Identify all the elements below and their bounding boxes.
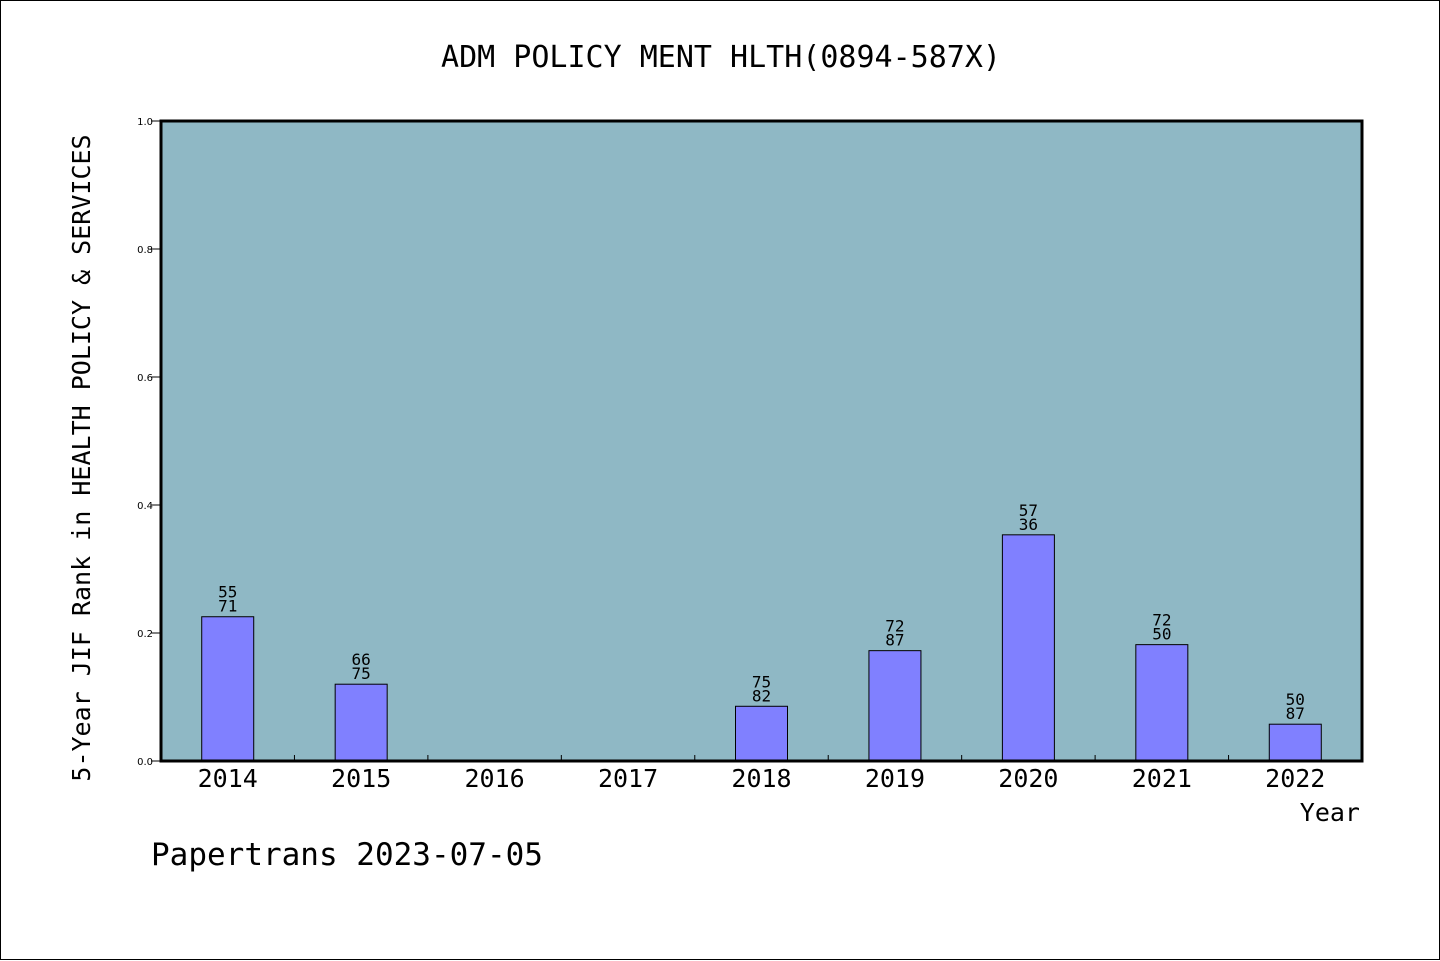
bar-2020 — [1001, 534, 1055, 762]
y-tick-label: 1.0 — [137, 117, 153, 128]
y-tick-label: 0.4 — [137, 501, 153, 512]
x-tick-label: 2020 — [998, 764, 1058, 793]
bar-2018 — [735, 705, 788, 762]
x-tick-label: 2018 — [731, 764, 791, 793]
bar-label-bottom: 36 — [1019, 515, 1038, 534]
y-axis: 0.0 0.2 0.4 0.6 0.8 1.0 — [137, 117, 161, 768]
bar-label-top: 50 — [1286, 690, 1305, 709]
bar-label-top: 72 — [1152, 611, 1171, 630]
bar-label-bottom: 87 — [885, 631, 904, 650]
bar-label-bottom: 75 — [352, 664, 371, 683]
bar-2019 — [868, 650, 922, 762]
x-tick-label: 2016 — [465, 764, 525, 793]
bar-2022 — [1268, 723, 1322, 762]
x-tick-label: 2019 — [865, 764, 925, 793]
y-tick-label: 0.8 — [137, 245, 153, 256]
plot-frame — [159, 119, 1364, 763]
bar-2015 — [334, 683, 388, 762]
y-tick-label: 0.2 — [137, 629, 153, 640]
y-axis-label: 5-Year JIF Rank in HEALTH POLICY & SERVI… — [67, 134, 96, 781]
y-tick-label: 0.6 — [137, 373, 153, 384]
x-axis-label: Year — [1300, 798, 1360, 827]
bar-label-top: 72 — [885, 617, 904, 636]
bar-label-bottom: 50 — [1152, 625, 1171, 644]
x-tick-label: 2015 — [331, 764, 391, 793]
y-tick-label: 0.0 — [137, 757, 153, 768]
bar-series — [201, 534, 1322, 762]
bar-label-top: 55 — [218, 583, 237, 602]
x-tick-label: 2017 — [598, 764, 658, 793]
bar-label-top: 66 — [352, 650, 371, 669]
footer-text: Papertrans 2023-07-05 — [151, 837, 543, 873]
bar-2014 — [201, 616, 255, 762]
x-tick-label: 2022 — [1265, 764, 1325, 793]
x-axis: 2014 2015 2016 2017 2018 2019 2020 2021 2022 — [198, 755, 1325, 793]
x-tick-label: 2014 — [198, 764, 258, 793]
bar-label-bottom: 87 — [1286, 704, 1305, 723]
chart-title: ADM POLICY MENT HLTH(0894-587X) — [441, 40, 1001, 75]
bar-label-top: 57 — [1019, 501, 1038, 520]
bar-label-bottom: 71 — [218, 597, 237, 616]
bar-label-top: 75 — [752, 672, 771, 691]
bar-label-bottom: 82 — [752, 686, 771, 705]
bar-2021 — [1135, 644, 1189, 762]
x-tick-label: 2021 — [1132, 764, 1192, 793]
